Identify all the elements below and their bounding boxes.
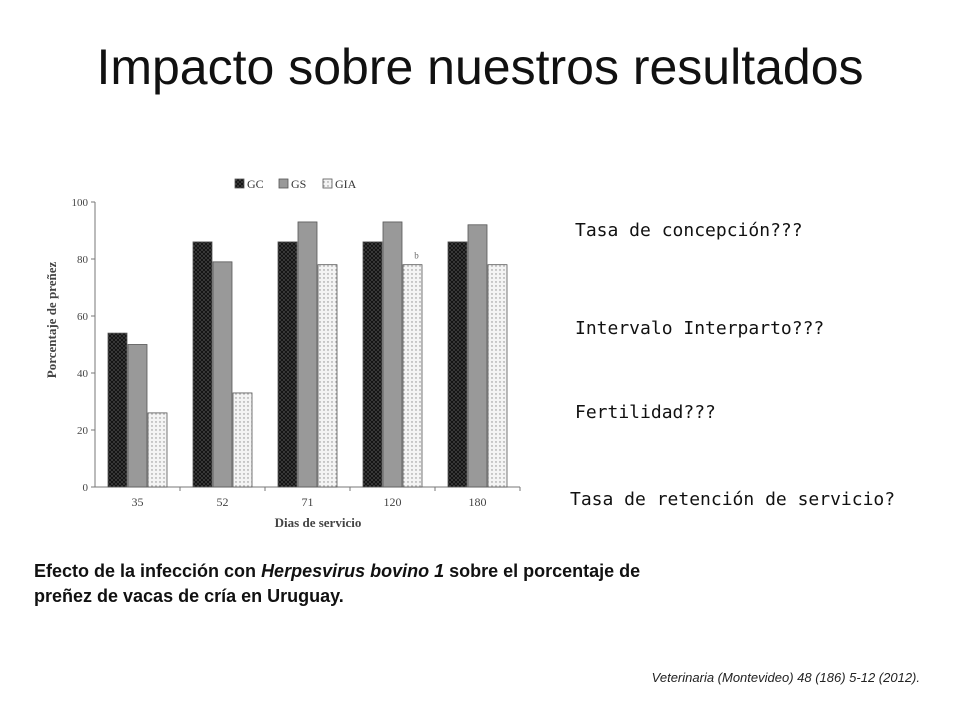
bar-gs-180 — [467, 224, 488, 488]
bar-gs-71 — [297, 221, 318, 488]
x-tick-label: 52 — [217, 495, 229, 509]
chart-axes: 0 20 40 60 80 100 35 52 71 120 180 — [72, 197, 521, 509]
x-tick-label: 180 — [469, 495, 487, 509]
bar-chart-svg: GC GS GIA 0 20 40 60 80 100 35 52 71 120 180 b Porce… — [44, 177, 521, 530]
legend-swatch-gc — [234, 178, 245, 189]
y-tick-label: 100 — [72, 197, 89, 209]
legend-swatch-gs — [278, 178, 289, 189]
y-tick-label: 80 — [77, 254, 89, 266]
caption-part-1: Efecto de la infección con — [34, 561, 262, 581]
bar-gia-120 — [402, 264, 423, 488]
caption-part-2: sobre el porcentaje de preñez de vacas d… — [34, 561, 641, 606]
x-axis-label: Dias de servicio — [275, 515, 362, 530]
legend-label-gia: GIA — [335, 177, 357, 191]
question-calving-interval: Intervalo Interparto??? — [575, 318, 825, 339]
bar-gia-71 — [317, 264, 338, 488]
question-conception-rate: Tasa de concepción??? — [575, 220, 803, 241]
bar-annotation: b — [414, 251, 419, 261]
x-tick-label: 35 — [132, 495, 144, 509]
figure-caption: Efecto de la infección con Herpesvirus b… — [34, 559, 674, 609]
bar-gc-35 — [107, 332, 128, 488]
x-tick-label: 71 — [302, 495, 314, 509]
chart-legend: GC GS GIA — [234, 177, 357, 191]
caption-virus-name: Herpesvirus bovino 1 — [261, 561, 445, 581]
bar-gs-120 — [382, 221, 403, 488]
bar-gia-52 — [232, 392, 253, 488]
question-service-retention: Tasa de retención de servicio? — [570, 489, 896, 510]
bar-gia-35 — [147, 412, 168, 488]
bar-gs-35 — [127, 344, 148, 488]
legend-label-gs: GS — [291, 177, 306, 191]
y-tick-label: 20 — [77, 425, 89, 437]
bar-gia-180 — [487, 264, 508, 488]
y-tick-label: 60 — [77, 311, 89, 323]
y-axis-label: Porcentaje de preñez — [44, 262, 59, 379]
y-tick-label: 0 — [83, 482, 89, 494]
bar-gc-180 — [447, 241, 468, 488]
bar-gc-71 — [277, 241, 298, 488]
bar-gc-120 — [362, 241, 383, 488]
y-tick-label: 40 — [77, 368, 89, 380]
legend-swatch-gia — [322, 178, 333, 189]
x-tick-label: 120 — [384, 495, 402, 509]
reference-citation: Veterinaria (Montevideo) 48 (186) 5-12 (… — [651, 670, 920, 685]
bar-gs-52 — [212, 261, 233, 488]
bar-chart: GC GS GIA 0 20 40 60 80 100 35 52 71 120 180 b Porce… — [30, 160, 530, 535]
chart-bars: b — [107, 221, 508, 488]
question-fertility: Fertilidad??? — [575, 402, 716, 423]
bar-gc-52 — [192, 241, 213, 488]
legend-label-gc: GC — [247, 177, 264, 191]
page-title: Impacto sobre nuestros resultados — [96, 39, 864, 95]
